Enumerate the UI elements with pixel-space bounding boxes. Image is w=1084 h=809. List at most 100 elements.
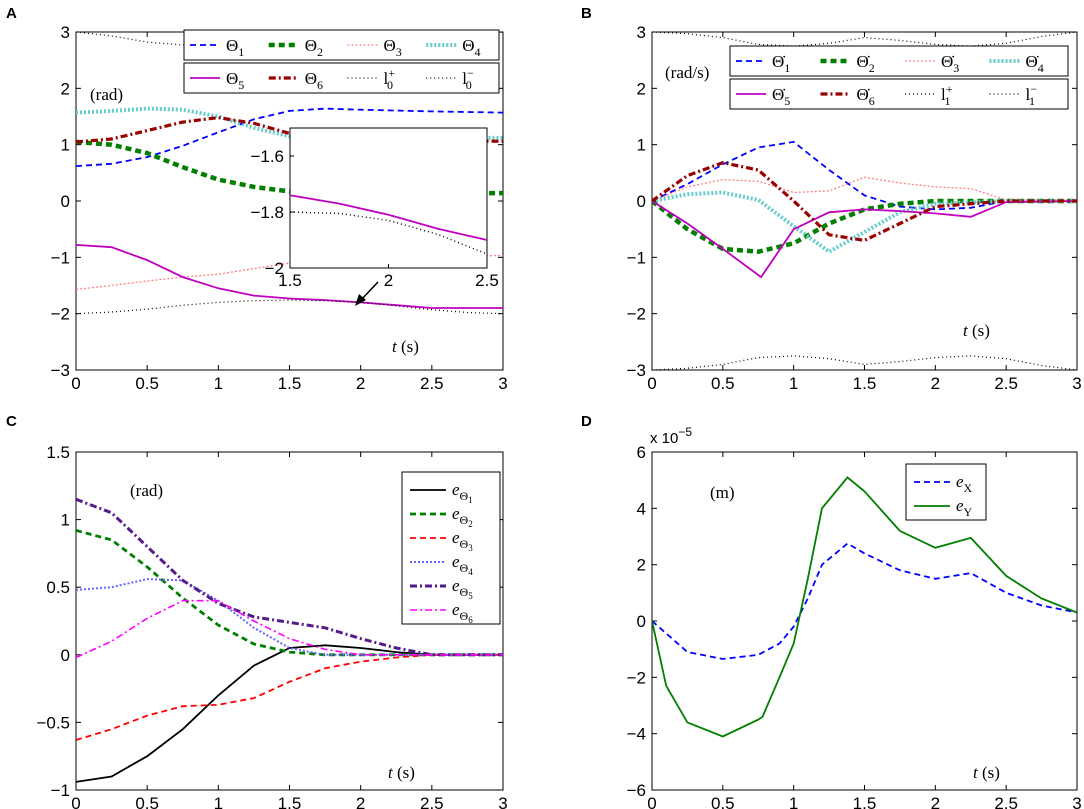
y-tick-label: 0.5 <box>46 578 70 597</box>
x-axis-label: t (s) <box>388 763 415 782</box>
unit-label: (m) <box>710 483 735 502</box>
y-tick-label: 0 <box>637 192 646 211</box>
y-tick-label: −1 <box>51 781 70 800</box>
y-tick-label: 0 <box>637 612 646 631</box>
y-tick-label: −1 <box>51 248 70 267</box>
y-tick-label: 1 <box>61 511 70 530</box>
x-tick-label: 1.5 <box>278 374 302 393</box>
legend-label: l− 0 <box>462 66 474 92</box>
legend-label: Θ3 <box>384 36 402 59</box>
x-tick-label: 0 <box>647 374 656 393</box>
x-tick-label: 0 <box>71 374 80 393</box>
inset-series-l0- <box>289 211 488 255</box>
x-tick-label: 1 <box>789 794 798 809</box>
legend-label: eΘ2 <box>452 504 473 529</box>
panel-C: C 0 0.5 1 1.5 2 2.5 3 −1 −0.5 0 0.5 1 1.5 (rad) t (s) eΘ… <box>6 413 508 809</box>
series-line-Θ5 <box>76 244 503 309</box>
series-line-Θ1 <box>76 107 503 167</box>
legend-label: l− 1 <box>1026 82 1038 108</box>
y-tick-label: 0 <box>61 192 70 211</box>
panel-label: C <box>6 413 17 430</box>
x-tick-label: 0.5 <box>711 374 735 393</box>
x-tick-label: 2.5 <box>420 374 444 393</box>
x-tick-label: 2.5 <box>420 794 444 809</box>
x-tick-label: 0 <box>71 794 80 809</box>
legend-label: l+ 0 <box>384 66 396 92</box>
panel-label: B <box>581 5 592 22</box>
series-line-dΘ6 <box>652 161 1077 243</box>
zoom-arrowhead <box>355 294 366 306</box>
legend-label: eΘ1 <box>452 480 473 505</box>
panel-D: D 0 0.5 1 1.5 2 2.5 3 −6 −4 −2 0 2 4 6 (m) t (s) x 10−5 eX… <box>581 413 1082 809</box>
x-tick-label: 1.5 <box>853 794 877 809</box>
y-tick-label: 0 <box>61 646 70 665</box>
y-tick-label: −2 <box>51 305 70 324</box>
inset-y-tick-label: −1.6 <box>250 147 284 166</box>
legend-label: Θ̇4 <box>1026 52 1044 75</box>
y-tick-label: 1 <box>61 136 70 155</box>
unit-label: (rad) <box>90 85 123 104</box>
series-line-eX <box>652 542 1077 660</box>
x-tick-label: 2.5 <box>994 374 1018 393</box>
inset-series-Θ5 <box>289 194 488 241</box>
series-line-dΘ4 <box>652 190 1077 255</box>
y-tick-label: 2 <box>61 79 70 98</box>
series-line-eΘ1 <box>76 644 503 783</box>
series-line-eΘ3 <box>76 653 503 741</box>
legend-label: eX <box>956 472 973 495</box>
x-tick-label: 3 <box>1072 794 1081 809</box>
legend-box <box>401 471 501 625</box>
y-tick-label: 3 <box>637 23 646 42</box>
legend-label: eΘ3 <box>452 528 473 553</box>
plot-frame <box>651 451 1078 791</box>
y-tick-label: −3 <box>627 361 646 380</box>
legend-label: Θ̇3 <box>941 52 959 75</box>
series-line-Θ3 <box>76 254 503 291</box>
x-tick-label: 2.5 <box>994 794 1018 809</box>
x-axis-label: t (s) <box>963 321 990 340</box>
unit-label: (rad/s) <box>665 63 709 82</box>
legend-label: l+ 1 <box>941 82 953 108</box>
legend-label: eY <box>956 496 973 519</box>
y-tick-label: 6 <box>637 443 646 462</box>
x-tick-label: 0 <box>647 794 656 809</box>
panel-A: A 0 0.5 1 1.5 2 2.5 3 −3 −2 −1 0 1 2 3 (rad) t (s) Θ1 Θ2 Θ3… <box>6 5 508 393</box>
x-tick-label: 3 <box>498 794 507 809</box>
legend-label: Θ1 <box>226 36 244 59</box>
legend-label: Θ̇2 <box>857 52 875 75</box>
y-tick-label: −1 <box>627 248 646 267</box>
series-line-Θ4 <box>76 106 503 140</box>
scale-factor: x 10−5 <box>650 425 692 447</box>
x-tick-label: 2 <box>931 374 940 393</box>
y-tick-label: −2 <box>627 305 646 324</box>
x-tick-label: 1 <box>214 374 223 393</box>
x-tick-label: 2 <box>356 374 365 393</box>
series-line-dΘ3 <box>652 176 1077 202</box>
unit-label: (rad) <box>130 481 163 500</box>
legend-label: Θ6 <box>305 69 323 92</box>
inset-x-tick-label: 2.5 <box>475 271 499 290</box>
x-tick-label: 1 <box>214 794 223 809</box>
panel-label: D <box>581 413 592 430</box>
legend-label: Θ2 <box>305 36 323 59</box>
x-tick-label: 1.5 <box>853 374 877 393</box>
y-tick-label: −0.5 <box>36 713 70 732</box>
legend-box <box>729 78 1069 110</box>
series-line-eY <box>652 476 1077 738</box>
series-line-Θ2 <box>76 139 503 196</box>
x-tick-label: 0.5 <box>711 794 735 809</box>
series-line-l1+ <box>652 32 1077 47</box>
x-tick-label: 3 <box>1072 374 1081 393</box>
x-tick-label: 1.5 <box>278 794 302 809</box>
series-line-dΘ1 <box>652 140 1077 211</box>
legend-label: Θ4 <box>462 36 480 59</box>
y-tick-label: 4 <box>637 499 646 518</box>
x-tick-label: 2 <box>356 794 365 809</box>
x-tick-label: 3 <box>498 374 507 393</box>
inset-y-tick-label: −1.8 <box>250 203 284 222</box>
legend-box <box>729 45 1069 77</box>
x-tick-label: 2 <box>931 794 940 809</box>
x-tick-label: 0.5 <box>135 374 159 393</box>
legend-label: eΘ5 <box>452 576 473 601</box>
